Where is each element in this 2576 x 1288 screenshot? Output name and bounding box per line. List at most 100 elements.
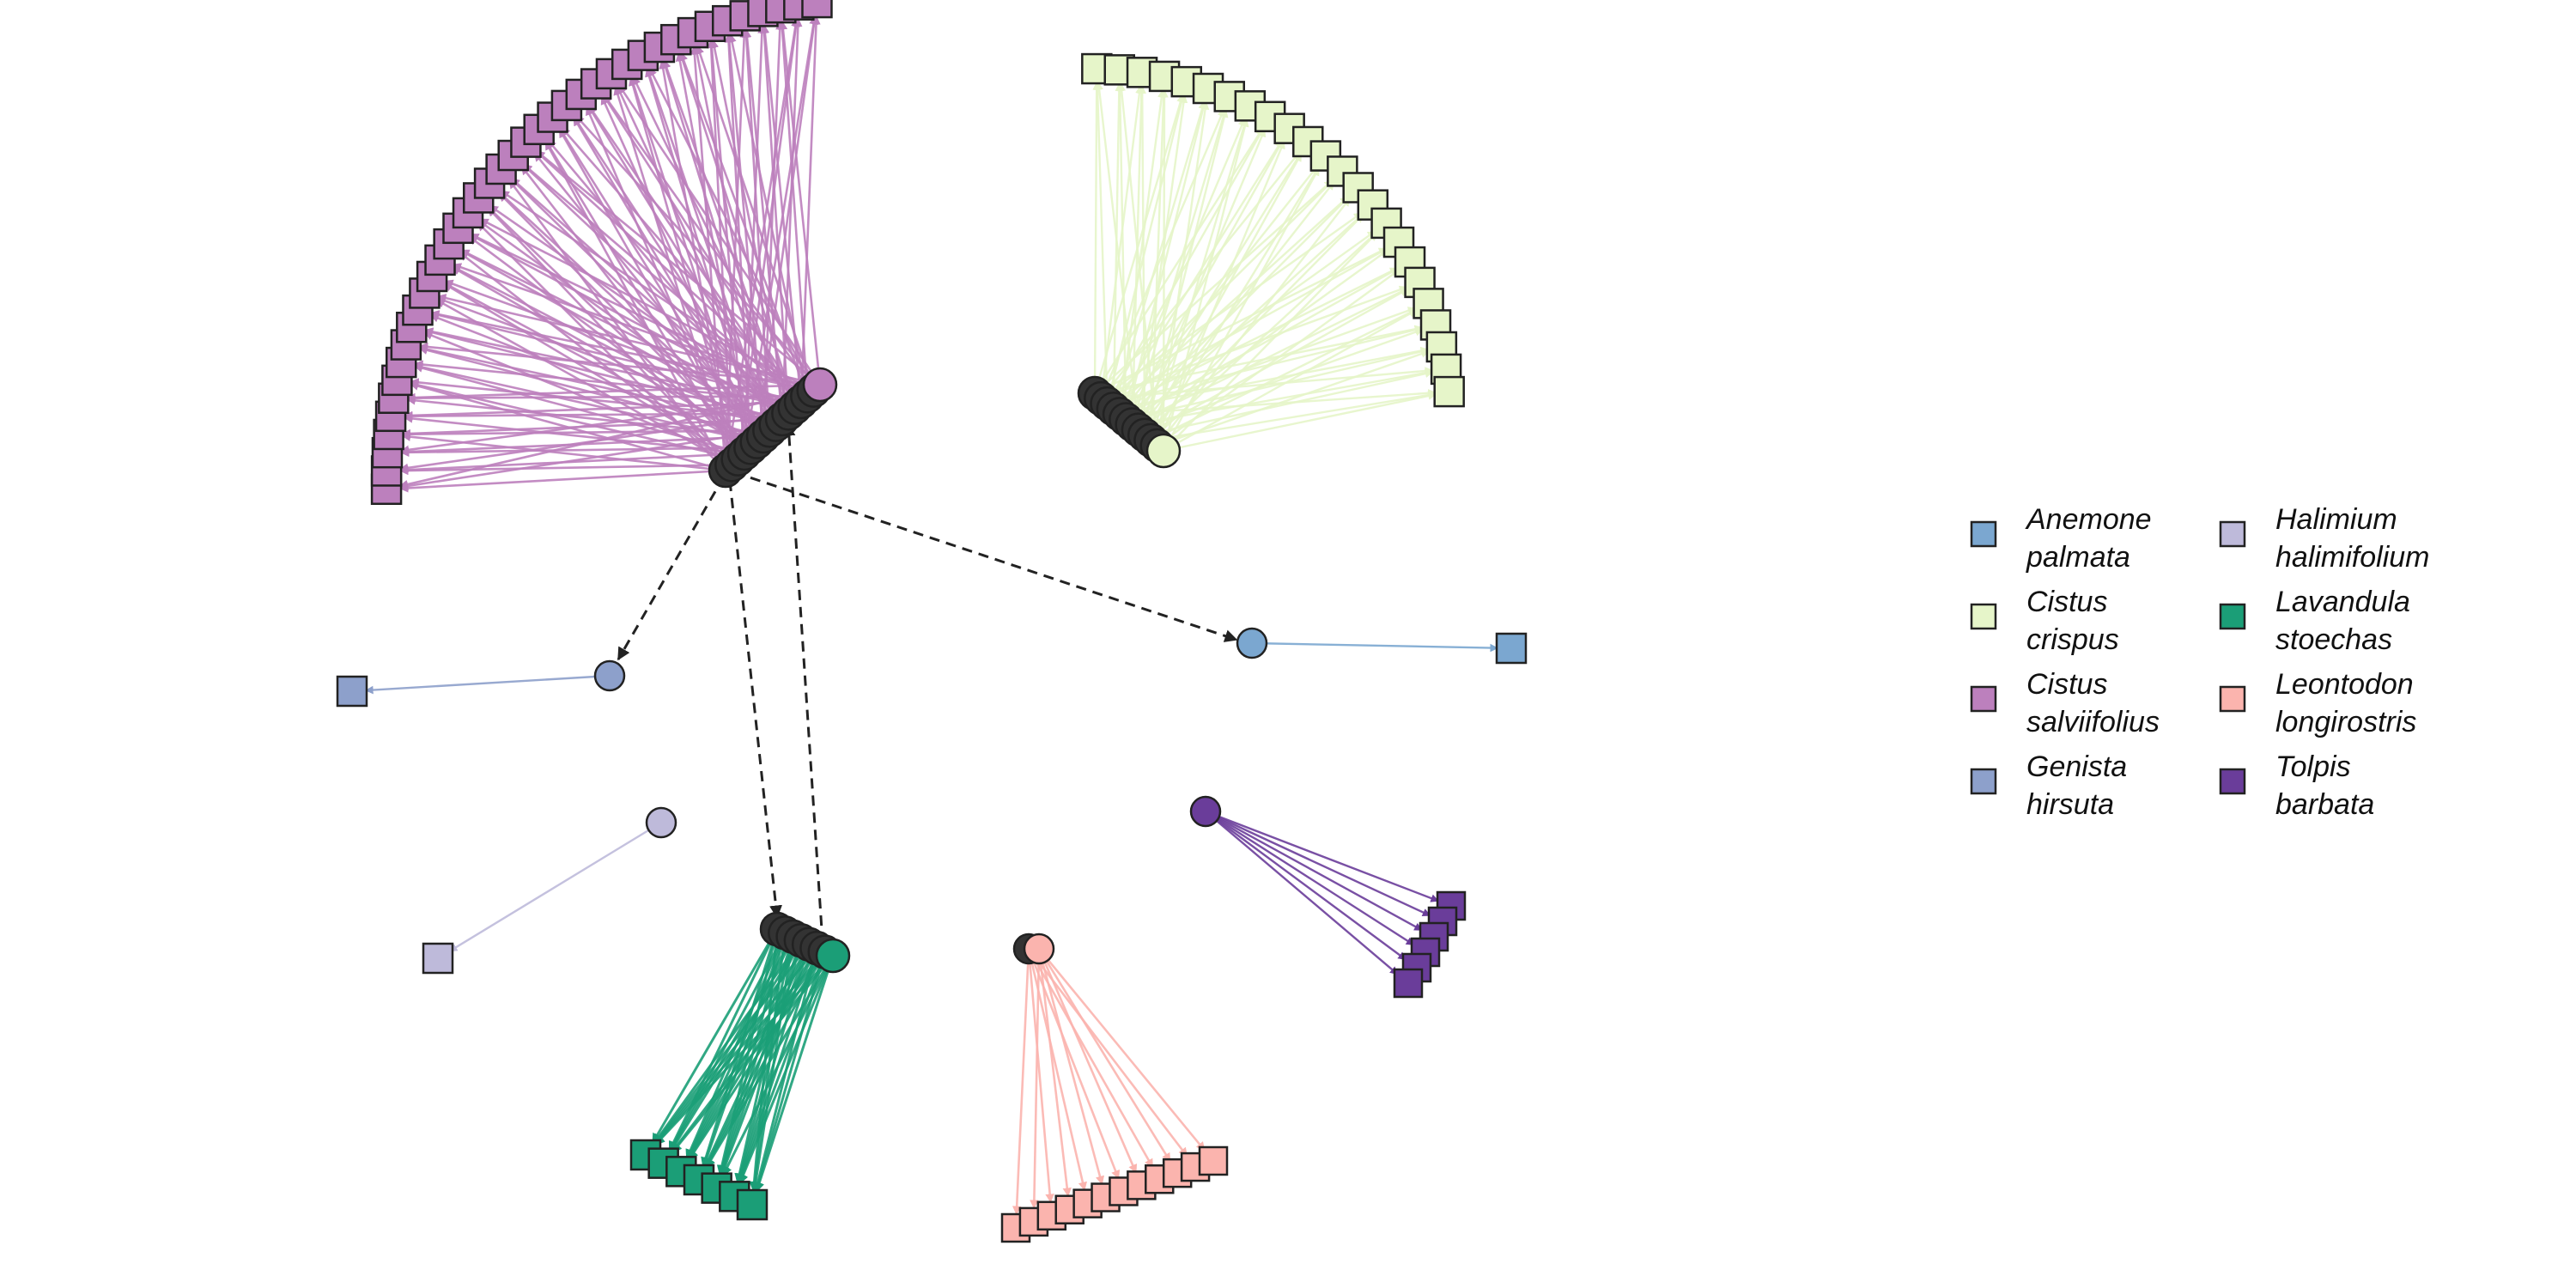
lavandula-stoechas-edge xyxy=(702,932,787,1169)
cistus-crispus-edge xyxy=(1131,85,1146,425)
cistus-crispus-edge xyxy=(1151,391,1437,442)
leontodon-longirostris-edge xyxy=(1027,948,1087,1192)
legend-epithet: stoechas xyxy=(2275,623,2392,656)
lavandula-stoechas-edge xyxy=(749,928,779,1193)
cistus-crispus-edge xyxy=(1132,287,1409,426)
cistus-salviifolius-edge xyxy=(443,282,751,449)
cistus-salviifolius-edge xyxy=(459,251,733,466)
cistus-salviifolius-edge xyxy=(477,222,726,471)
legend-epithet: halimifolium xyxy=(2275,541,2430,574)
leontodon-longirostris-edge xyxy=(1037,948,1206,1151)
cistus-salviifolius-edge xyxy=(690,46,727,471)
legend: Anemone palmata Cistus crispus Cistus salviif… xyxy=(1970,503,2430,821)
legend-swatch xyxy=(1970,685,1997,713)
leontodon-longirostris-edge xyxy=(1027,948,1188,1157)
leontodon-longirostris-edge xyxy=(1037,948,1105,1186)
tolpis-barbata-edge xyxy=(1205,810,1439,902)
lavandula-stoechas-edge xyxy=(750,933,787,1193)
cistus-crispus-edge xyxy=(1106,247,1388,405)
legend-item-genista-hirsuta: Genista hirsuta xyxy=(1970,750,2127,821)
leontodon-longirostris-edge xyxy=(1027,948,1154,1169)
legend-swatch xyxy=(2219,520,2246,548)
legend-epithet: longirostris xyxy=(2275,706,2416,738)
cistus-salviifolius-edge xyxy=(544,140,727,471)
lavandula-stoechas-edge xyxy=(737,947,818,1185)
legend-genus: Lavandula xyxy=(2275,586,2410,618)
cistus-salviifolius-edge xyxy=(743,15,818,454)
cistus-salviifolius-edge xyxy=(498,191,752,449)
legend-genus: Anemone xyxy=(2025,503,2152,536)
cistus-crispus-edge xyxy=(1119,307,1417,416)
cistus-crispus-edge xyxy=(1113,196,1349,410)
cistus-salviifolius-edge xyxy=(520,165,746,454)
legend-epithet: hirsuta xyxy=(2026,788,2114,821)
lavandula-stoechas-edge xyxy=(753,951,827,1193)
cistus-salviifolius-edge xyxy=(535,150,809,398)
tolpis-barbata-edge xyxy=(1205,810,1415,946)
cistus-crispus-node xyxy=(1433,375,1465,408)
legend-item-cistus-crispus: Cistus crispus xyxy=(1970,586,2119,656)
legend-item-halimium-halimifolium: Halimium halimifolium xyxy=(2219,503,2430,574)
legend-genus: Genista xyxy=(2026,750,2127,783)
halimium-halimifolium-hub-node xyxy=(645,806,677,839)
legend-epithet: barbata xyxy=(2275,788,2374,821)
edges-layer xyxy=(365,15,1498,1216)
nodes-layer xyxy=(336,0,1528,1243)
leontodon-longirostris-edge xyxy=(1037,948,1171,1163)
legend-swatch xyxy=(1970,768,1997,795)
cistus-salviifolius-edge xyxy=(409,381,726,472)
cistus-crispus-edge xyxy=(1100,285,1408,400)
cistus-crispus-edge xyxy=(1101,367,1434,400)
lavandula-stoechas-edge xyxy=(668,928,779,1152)
tolpis-barbata-hub-node xyxy=(1189,795,1222,828)
cistus-salviifolius-edge xyxy=(510,178,771,432)
legend-swatch xyxy=(1970,603,1997,630)
cistus-crispus-edge xyxy=(1120,388,1437,416)
dashed-link xyxy=(617,476,726,661)
dashed-link xyxy=(728,480,783,919)
legend-swatch xyxy=(2219,768,2246,795)
lavandula-stoechas-edge xyxy=(752,947,818,1193)
tolpis-barbata-edge xyxy=(1205,811,1406,961)
lavandula-stoechas-edge xyxy=(754,955,835,1193)
cistus-crispus-edge xyxy=(1157,349,1430,447)
cistus-salviifolius-edge xyxy=(487,206,745,454)
lavandula-stoechas-node xyxy=(736,1188,769,1221)
lavandula-stoechas-edge xyxy=(716,928,779,1176)
cistus-salviifolius-hub-node xyxy=(802,367,838,403)
cistus-salviifolius-edge xyxy=(413,362,757,443)
genista-hirsuta-hub-node xyxy=(593,659,626,692)
cistus-crispus-edge xyxy=(1144,288,1409,436)
anemone-palmata-edge xyxy=(1251,641,1498,653)
legend-genus: Halimium xyxy=(2275,503,2397,536)
halimium-halimifolium-node xyxy=(422,942,454,975)
cistus-salviifolius-edge xyxy=(799,15,821,403)
cistus-crispus-edge xyxy=(1132,368,1434,426)
cistus-salviifolius-node xyxy=(801,0,833,19)
cistus-salviifolius-edge xyxy=(558,128,758,443)
cistus-crispus-edge xyxy=(1126,347,1430,421)
legend-item-cistus-salviifolius: Cistus salviifolius xyxy=(1970,668,2160,738)
cistus-salviifolius-edge xyxy=(724,17,800,471)
cistus-salviifolius-edge xyxy=(459,249,777,426)
cistus-salviifolius-edge xyxy=(508,179,727,471)
lavandula-stoechas-edge xyxy=(750,936,795,1193)
cistus-salviifolius-edge xyxy=(442,283,739,460)
leontodon-longirostris-edge xyxy=(1027,948,1121,1180)
cistus-salviifolius-edge xyxy=(613,86,733,465)
hub-links-layer xyxy=(617,422,1238,944)
cistus-salviifolius-edge xyxy=(724,28,749,471)
legend-epithet: salviifolius xyxy=(2026,706,2160,738)
cistus-crispus-edge xyxy=(1112,100,1206,410)
cistus-salviifolius-edge xyxy=(737,17,801,459)
leontodon-longirostris-edge xyxy=(1012,948,1030,1216)
cistus-crispus-edge xyxy=(1112,82,1124,410)
lavandula-stoechas-edge xyxy=(738,951,827,1185)
dashed-link xyxy=(782,422,824,944)
leontodon-longirostris-edge xyxy=(1027,948,1054,1203)
legend-epithet: crispus xyxy=(2026,623,2119,656)
legend-swatch xyxy=(2219,685,2246,713)
cistus-crispus-edge xyxy=(1125,267,1399,421)
cistus-crispus-edge xyxy=(1113,346,1430,410)
legend-item-tolpis-barbata: Tolpis barbata xyxy=(2219,750,2374,821)
